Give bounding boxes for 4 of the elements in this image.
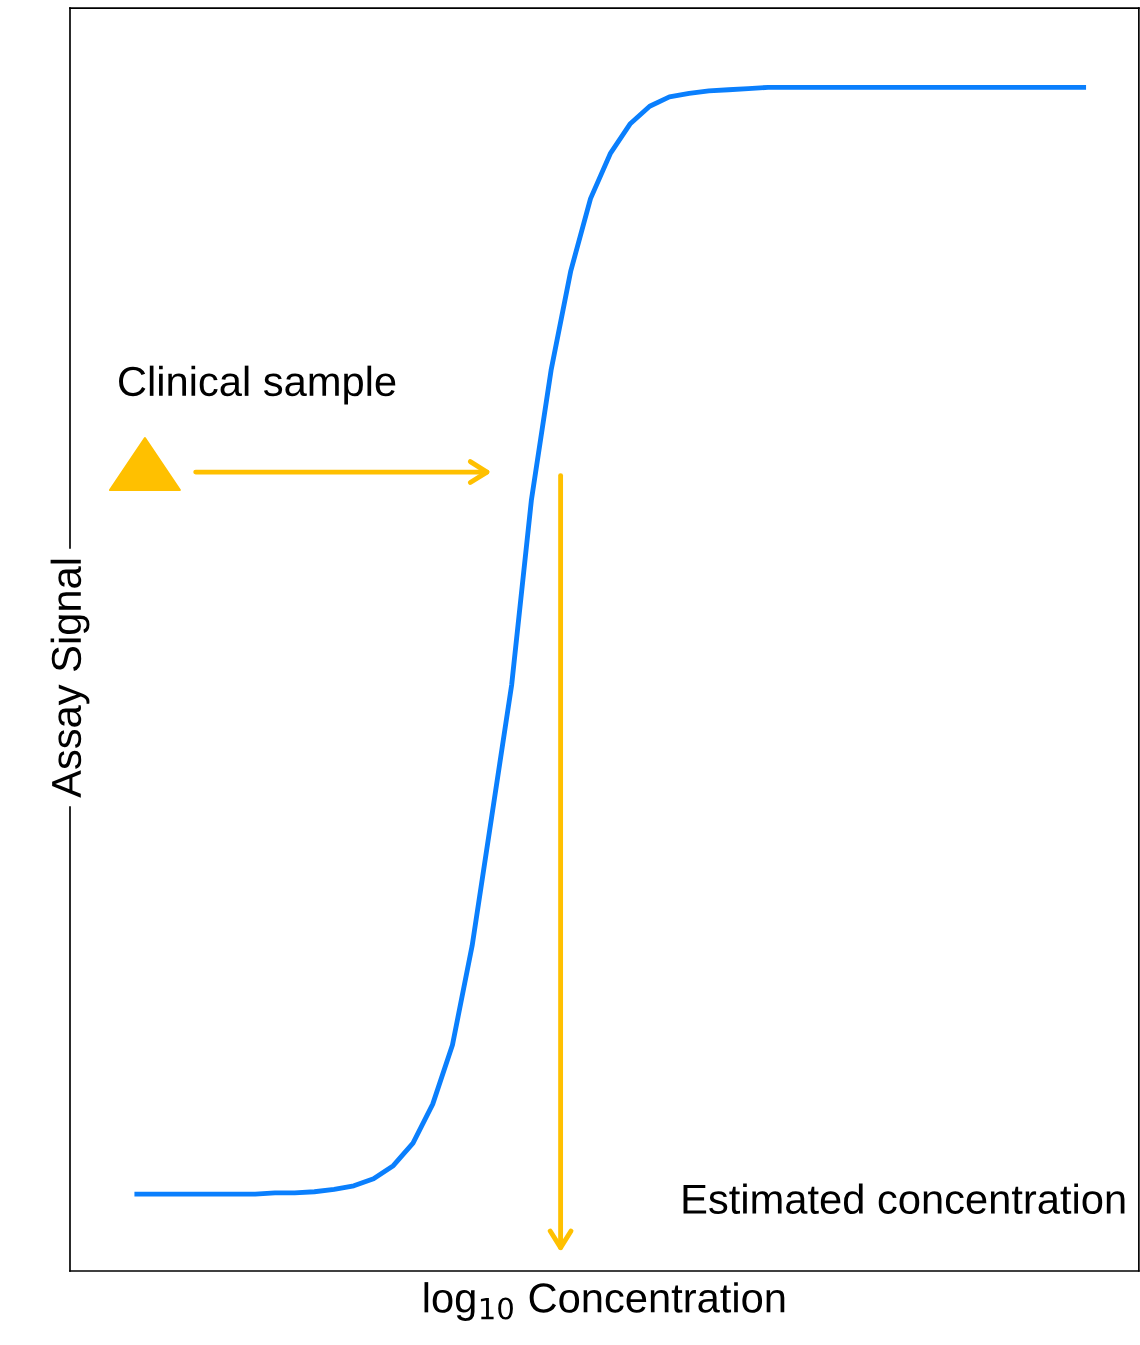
annotation: Clinical sample [119, 365, 396, 405]
annotation: Estimated concentration [683, 1183, 1125, 1215]
y-axis-title: Assay Signal [50, 559, 90, 798]
x-axis-title: log$_{10}$ Concentration [424, 1282, 785, 1321]
